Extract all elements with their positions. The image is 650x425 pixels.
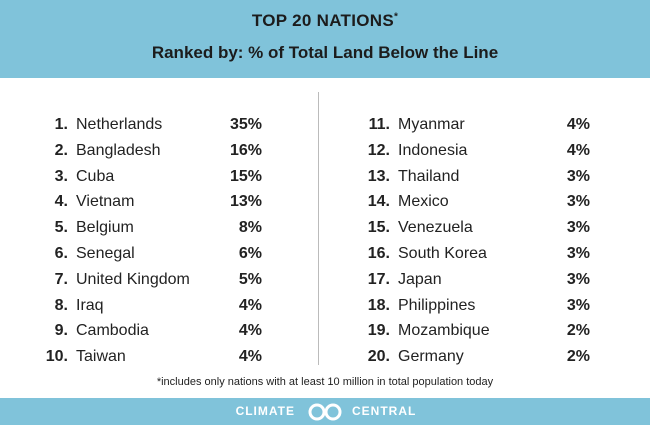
land-share: 6% (238, 245, 262, 262)
rank: 3. (54, 167, 68, 185)
nation-name: Philippines (398, 296, 476, 314)
land-share: 3% (566, 219, 590, 237)
nation-name: Vietnam (76, 193, 135, 211)
land-share: 15% (229, 167, 262, 185)
title-mark: * (393, 11, 399, 23)
rank: 17. (367, 270, 390, 288)
rank: 13. (367, 167, 390, 185)
land-share: 4% (566, 141, 590, 159)
rank: 15. (367, 219, 390, 237)
rank: 11. (368, 116, 390, 133)
nation-name: Netherlands (76, 116, 163, 133)
nation-name: Cambodia (76, 322, 149, 340)
brand-logo (308, 403, 342, 421)
land-share: 4% (238, 348, 262, 366)
land-share: 13% (229, 193, 262, 211)
brand-left: CLIMATE (235, 404, 295, 418)
rank: 2. (54, 141, 68, 159)
land-share: 3% (566, 245, 590, 262)
rank: 10. (45, 348, 68, 366)
rank: 19. (367, 322, 390, 340)
title-text: TOP 20 NATIONS (251, 11, 394, 30)
rank: 8. (54, 296, 68, 314)
nation-name: Venezuela (398, 219, 473, 237)
nation-name: Cuba (76, 167, 115, 185)
rank: 14. (367, 193, 390, 211)
land-share: 2% (566, 348, 590, 366)
rank: 20. (367, 348, 390, 366)
nation-name: Iraq (76, 296, 104, 314)
land-share: 4% (238, 322, 262, 340)
land-share: 2% (566, 322, 590, 340)
nation-name: Senegal (76, 245, 135, 262)
land-share: 3% (566, 270, 590, 288)
subtitle: Ranked by: % of Total Land Below the Lin… (151, 43, 499, 62)
rank: 6. (54, 245, 68, 262)
land-share: 3% (566, 193, 590, 211)
rank: 9. (54, 322, 68, 340)
footer-band: CLIMATE CENTRAL (0, 398, 650, 425)
rank: 12. (367, 141, 390, 159)
nation-name: Thailand (398, 167, 460, 185)
rank: 4. (54, 193, 68, 211)
land-share: 4% (238, 296, 262, 314)
nation-name: Mexico (398, 193, 449, 211)
nation-name: Japan (398, 270, 442, 288)
land-share: 3% (566, 167, 590, 185)
land-share: 5% (238, 270, 262, 288)
land-share: 3% (566, 296, 590, 314)
land-share: 8% (238, 219, 262, 237)
brand-right: CENTRAL (352, 404, 417, 418)
footnote: *includes only nations with at least 10 … (156, 376, 494, 388)
nation-name: Taiwan (76, 348, 126, 366)
land-share: 4% (566, 116, 590, 133)
header-band: TOP 20 NATIONS* Ranked by: % of Total La… (0, 0, 650, 78)
nation-name: Myanmar (398, 116, 465, 133)
nation-name: Belgium (76, 219, 134, 237)
nation-name: United Kingdom (76, 270, 190, 288)
nation-name: Germany (398, 348, 464, 366)
rank: 5. (54, 219, 68, 237)
column-divider (318, 92, 319, 365)
land-share: 35% (229, 116, 262, 133)
nation-name: Bangladesh (76, 141, 161, 159)
nation-name: Indonesia (398, 141, 468, 159)
rank: 18. (367, 296, 390, 314)
land-share: 16% (229, 141, 262, 159)
rank: 1. (54, 116, 68, 133)
nation-name: South Korea (398, 245, 487, 262)
rank: 16. (367, 245, 390, 262)
nation-name: Mozambique (398, 322, 490, 340)
rank: 7. (54, 270, 68, 288)
title: TOP 20 NATIONS* (0, 11, 650, 31)
